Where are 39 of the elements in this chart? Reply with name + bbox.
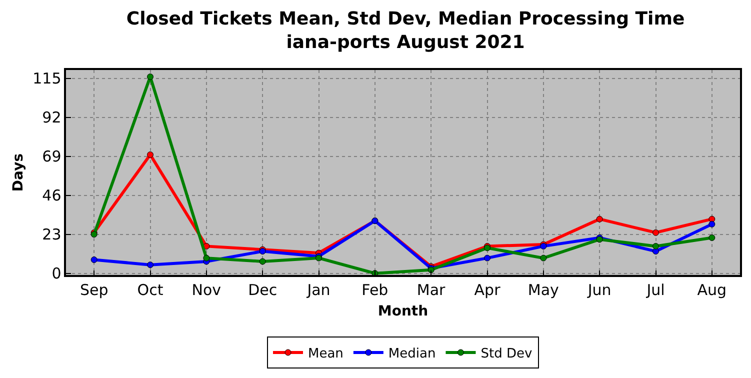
x-tick-label: May [528,280,560,299]
legend-label: Mean [308,346,344,362]
y-tick-label: 0 [52,264,62,283]
point [708,234,716,241]
point [259,258,266,265]
x-tick-label: Oct [137,280,164,299]
point [90,256,98,263]
point [652,229,659,236]
y-tick-label: 23 [42,226,62,244]
legend-label: Std Dev [480,346,532,362]
point [484,254,490,262]
y-tick-label: 92 [42,108,62,127]
legend-label: Median [388,346,436,362]
x-tick-label: Aug [697,280,727,299]
point [203,254,210,262]
chart-title: Closed Tickets Mean, Std Dev, Median Processing Time [126,8,685,30]
y-tick-label: 115 [32,70,62,88]
x-tick-label: Jul [646,280,665,299]
y-tick-label: 69 [42,148,62,166]
x-tick-label: Apr [474,280,502,299]
point [540,254,547,262]
x-tick-label: Jan [306,280,330,299]
point [708,220,716,228]
point [147,151,154,158]
x-tick-label: Dec [248,280,278,299]
x-tick-label: Sep [80,280,108,299]
x-tick-label: Mar [416,280,446,299]
point [372,270,378,275]
point [147,262,154,268]
x-tick-label: Feb [362,280,388,299]
y-tick-label: 46 [42,186,62,205]
chart-subtitle: iana-ports August 2021 [286,32,525,53]
point [596,216,603,222]
point [147,74,154,80]
point [652,242,659,250]
y-axis-title: Days [10,153,27,192]
x-tick-label: Jun [586,280,612,299]
x-axis-title: Month [378,304,428,320]
x-tick-label: Nov [192,280,222,299]
